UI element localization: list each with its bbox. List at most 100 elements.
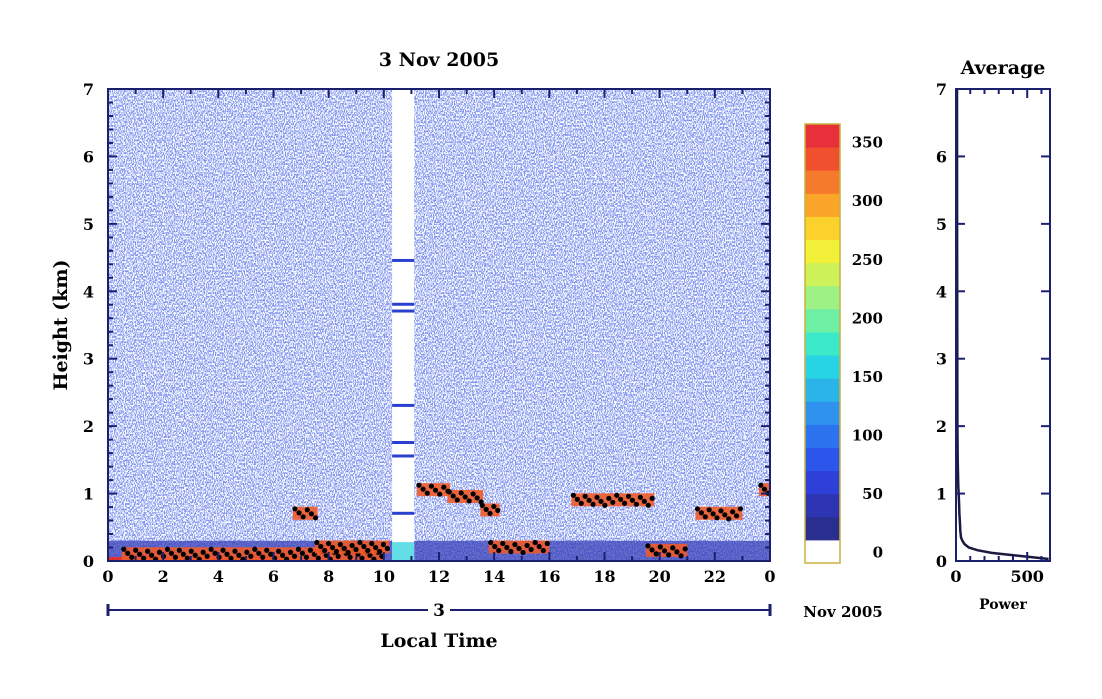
cloud-echo-dot bbox=[432, 487, 439, 493]
cloud-echo-dot bbox=[698, 510, 704, 516]
cloud-echo-dot bbox=[730, 509, 736, 515]
colorbar: 0 50 100 150 200 250 300 350 bbox=[804, 123, 883, 564]
cloud-echo-dot bbox=[492, 543, 498, 550]
cloud-echo-dot bbox=[578, 500, 584, 506]
cloud-echo-dot bbox=[645, 543, 651, 549]
cloud-echo-dot bbox=[307, 547, 313, 553]
cloud-echo-dot bbox=[598, 498, 604, 504]
x-tick-label: 20 bbox=[649, 567, 671, 586]
y-tick-label: 2 bbox=[83, 417, 94, 436]
cloud-echo-dot bbox=[516, 545, 522, 552]
colorbar-tick-label: 150 bbox=[852, 368, 883, 386]
x-tick-label: 10 bbox=[373, 567, 395, 586]
cloud-echo-dot bbox=[303, 554, 310, 560]
cloud-echo-dot bbox=[256, 550, 262, 556]
cloud-echo-dot bbox=[361, 543, 367, 550]
cloud-echo-dot bbox=[714, 515, 720, 521]
cloud-echo-dot bbox=[224, 551, 230, 557]
cloud-echo-dot bbox=[315, 555, 321, 561]
colorbar-band bbox=[805, 170, 840, 194]
gap-mark-1 bbox=[392, 302, 415, 306]
colorbar-band bbox=[805, 331, 840, 356]
cloud-echo-dot bbox=[590, 501, 596, 507]
cloud-echo-dot bbox=[357, 539, 363, 546]
cloud-echo-dot bbox=[220, 547, 226, 553]
cloud-echo-dot bbox=[349, 542, 355, 549]
cloud-echo-dot bbox=[192, 552, 198, 558]
y-tick-label: 1 bbox=[83, 485, 94, 504]
colorbar-band bbox=[805, 285, 840, 310]
cloud-echo-dot bbox=[172, 554, 178, 560]
cloud-echo-dot bbox=[540, 547, 546, 554]
cloud-echo-dot bbox=[761, 486, 768, 492]
cloud-echo-dot bbox=[196, 556, 202, 561]
cloud-echo-dot bbox=[416, 482, 422, 488]
cloud-echo-dot bbox=[606, 495, 612, 501]
cloud-echo-dot bbox=[144, 548, 151, 554]
cloud-echo-dot bbox=[373, 544, 379, 551]
colorbar-band bbox=[805, 424, 840, 448]
colorbar-tick-label: 100 bbox=[852, 426, 883, 444]
cloud-echo-dot bbox=[304, 507, 310, 513]
colorbar-band bbox=[805, 401, 840, 425]
avg-y-tick-label: 1 bbox=[936, 485, 947, 504]
cloud-echo-3 bbox=[416, 482, 451, 497]
cloud-echo-dot bbox=[625, 493, 632, 499]
gap-mark-2 bbox=[392, 309, 415, 313]
cloud-echo-dot bbox=[682, 546, 688, 552]
cloud-echo-dot bbox=[353, 546, 359, 553]
y-tick-label: 4 bbox=[83, 282, 94, 301]
cloud-echo-8 bbox=[645, 543, 688, 559]
cloud-echo-dot bbox=[420, 486, 426, 492]
x-tick-label: 18 bbox=[593, 567, 615, 586]
colorbar-tick-label: 250 bbox=[852, 251, 883, 269]
cloud-echo-dot bbox=[428, 483, 435, 489]
avg-x-tick-label: 0 bbox=[950, 567, 961, 586]
cloud-echo-dot bbox=[536, 543, 542, 550]
cloud-echo-dot bbox=[333, 548, 340, 555]
cloud-echo-dot bbox=[148, 552, 155, 558]
cloud-echo-dot bbox=[287, 549, 294, 555]
cloud-echo-dot bbox=[308, 511, 315, 517]
cloud-echo-dot bbox=[329, 544, 336, 551]
cloud-echo-dot bbox=[236, 552, 242, 558]
y-axis-label: Height (km) bbox=[50, 260, 72, 391]
colorbar-band bbox=[805, 539, 840, 564]
cloud-echo-dot bbox=[504, 544, 510, 551]
x-tick-label: 16 bbox=[538, 567, 560, 586]
average-axes: 0 1 2 3 4 5 6 7 0 500 bbox=[936, 80, 1050, 586]
colorbar-band bbox=[805, 147, 840, 171]
colorbar-tick-label: 200 bbox=[852, 309, 883, 327]
cloud-echo-4 bbox=[446, 489, 484, 505]
cloud-echo-dot bbox=[500, 540, 506, 547]
colorbar-band bbox=[805, 124, 840, 148]
cloud-echo-dot bbox=[365, 547, 371, 554]
cloud-echo-dot bbox=[733, 513, 740, 519]
cloud-echo-dot bbox=[618, 496, 624, 502]
cloud-echo-dot bbox=[706, 507, 712, 513]
cloud-echo-dot bbox=[376, 548, 383, 555]
colorbar-band bbox=[805, 493, 840, 518]
cloud-echo-dot bbox=[323, 552, 329, 558]
cloud-echo-dot bbox=[279, 552, 286, 558]
heatmap-noise-speckle bbox=[108, 89, 770, 561]
cloud-echo-dot bbox=[228, 555, 234, 561]
cloud-echo-dot bbox=[508, 548, 514, 555]
cloud-echo-dot bbox=[649, 495, 655, 501]
cloud-echo-dot bbox=[488, 539, 494, 546]
cloud-echo-dot bbox=[168, 550, 175, 556]
cloud-echo-dot bbox=[367, 552, 373, 558]
cloud-echo-dot bbox=[240, 556, 246, 561]
cloud-echo-dot bbox=[184, 555, 190, 561]
cloud-echo-dot bbox=[470, 491, 476, 497]
cloud-echo-7 bbox=[570, 492, 655, 508]
cloud-echo-dot bbox=[208, 546, 214, 552]
cloud-echo-dot bbox=[291, 553, 298, 559]
colorbar-tick-label: 50 bbox=[862, 485, 883, 503]
x-tick-label: 14 bbox=[483, 567, 505, 586]
cloud-echo-dot bbox=[312, 515, 319, 521]
cloud-echo-dot bbox=[718, 508, 724, 514]
cloud-echo-dot bbox=[188, 548, 194, 554]
cloud-echo-1 bbox=[292, 506, 319, 521]
cloud-echo-dot bbox=[641, 498, 647, 504]
